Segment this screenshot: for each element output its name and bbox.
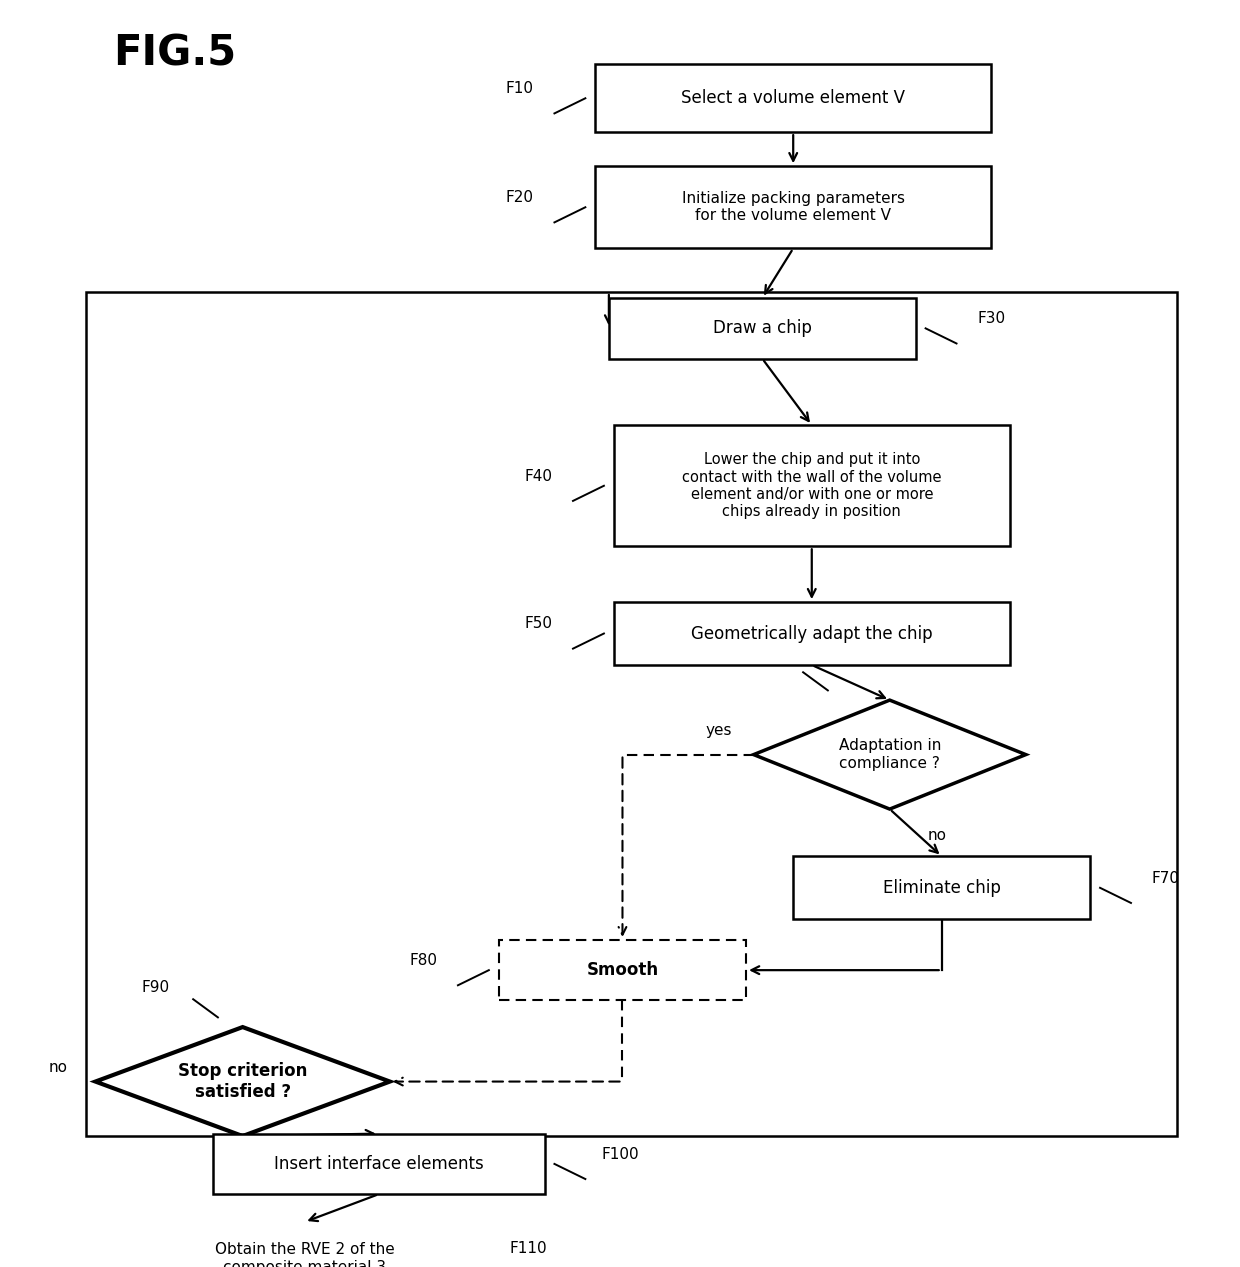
Polygon shape	[95, 1028, 389, 1136]
Text: Insert interface elements: Insert interface elements	[274, 1156, 484, 1173]
Text: F20: F20	[506, 190, 533, 205]
Text: F30: F30	[977, 312, 1006, 326]
Text: F70: F70	[1152, 870, 1179, 886]
Text: yes: yes	[217, 1156, 243, 1171]
FancyBboxPatch shape	[156, 1223, 453, 1267]
FancyBboxPatch shape	[595, 65, 991, 132]
Text: Eliminate chip: Eliminate chip	[883, 879, 1001, 897]
Text: Draw a chip: Draw a chip	[713, 319, 812, 337]
Text: F110: F110	[510, 1242, 547, 1256]
FancyBboxPatch shape	[794, 856, 1090, 920]
Text: F80: F80	[409, 953, 438, 968]
FancyBboxPatch shape	[614, 602, 1009, 665]
Text: Lower the chip and put it into
contact with the wall of the volume
element and/o: Lower the chip and put it into contact w…	[682, 452, 941, 519]
Text: Stop criterion
satisfied ?: Stop criterion satisfied ?	[179, 1062, 308, 1101]
Text: Adaptation in
compliance ?: Adaptation in compliance ?	[838, 739, 941, 770]
FancyBboxPatch shape	[609, 298, 915, 359]
Text: F100: F100	[601, 1147, 639, 1162]
Text: F90: F90	[141, 979, 170, 995]
Text: Smooth: Smooth	[587, 962, 658, 979]
FancyBboxPatch shape	[595, 166, 991, 248]
FancyBboxPatch shape	[213, 1134, 544, 1195]
FancyBboxPatch shape	[614, 426, 1009, 546]
Text: no: no	[928, 829, 946, 844]
Text: Initialize packing parameters
for the volume element V: Initialize packing parameters for the vo…	[682, 191, 905, 223]
Text: Select a volume element V: Select a volume element V	[681, 89, 905, 108]
FancyBboxPatch shape	[498, 940, 746, 1001]
Text: Geometrically adapt the chip: Geometrically adapt the chip	[691, 625, 932, 642]
Text: Obtain the RVE 2 of the
composite material 3: Obtain the RVE 2 of the composite materi…	[215, 1242, 394, 1267]
Polygon shape	[754, 701, 1025, 810]
Text: F60: F60	[751, 653, 780, 668]
Text: F10: F10	[506, 81, 533, 96]
Text: yes: yes	[706, 723, 733, 737]
Text: no: no	[48, 1059, 68, 1074]
Text: F50: F50	[525, 616, 552, 631]
Text: F40: F40	[525, 469, 552, 484]
Text: FIG.5: FIG.5	[113, 33, 236, 75]
